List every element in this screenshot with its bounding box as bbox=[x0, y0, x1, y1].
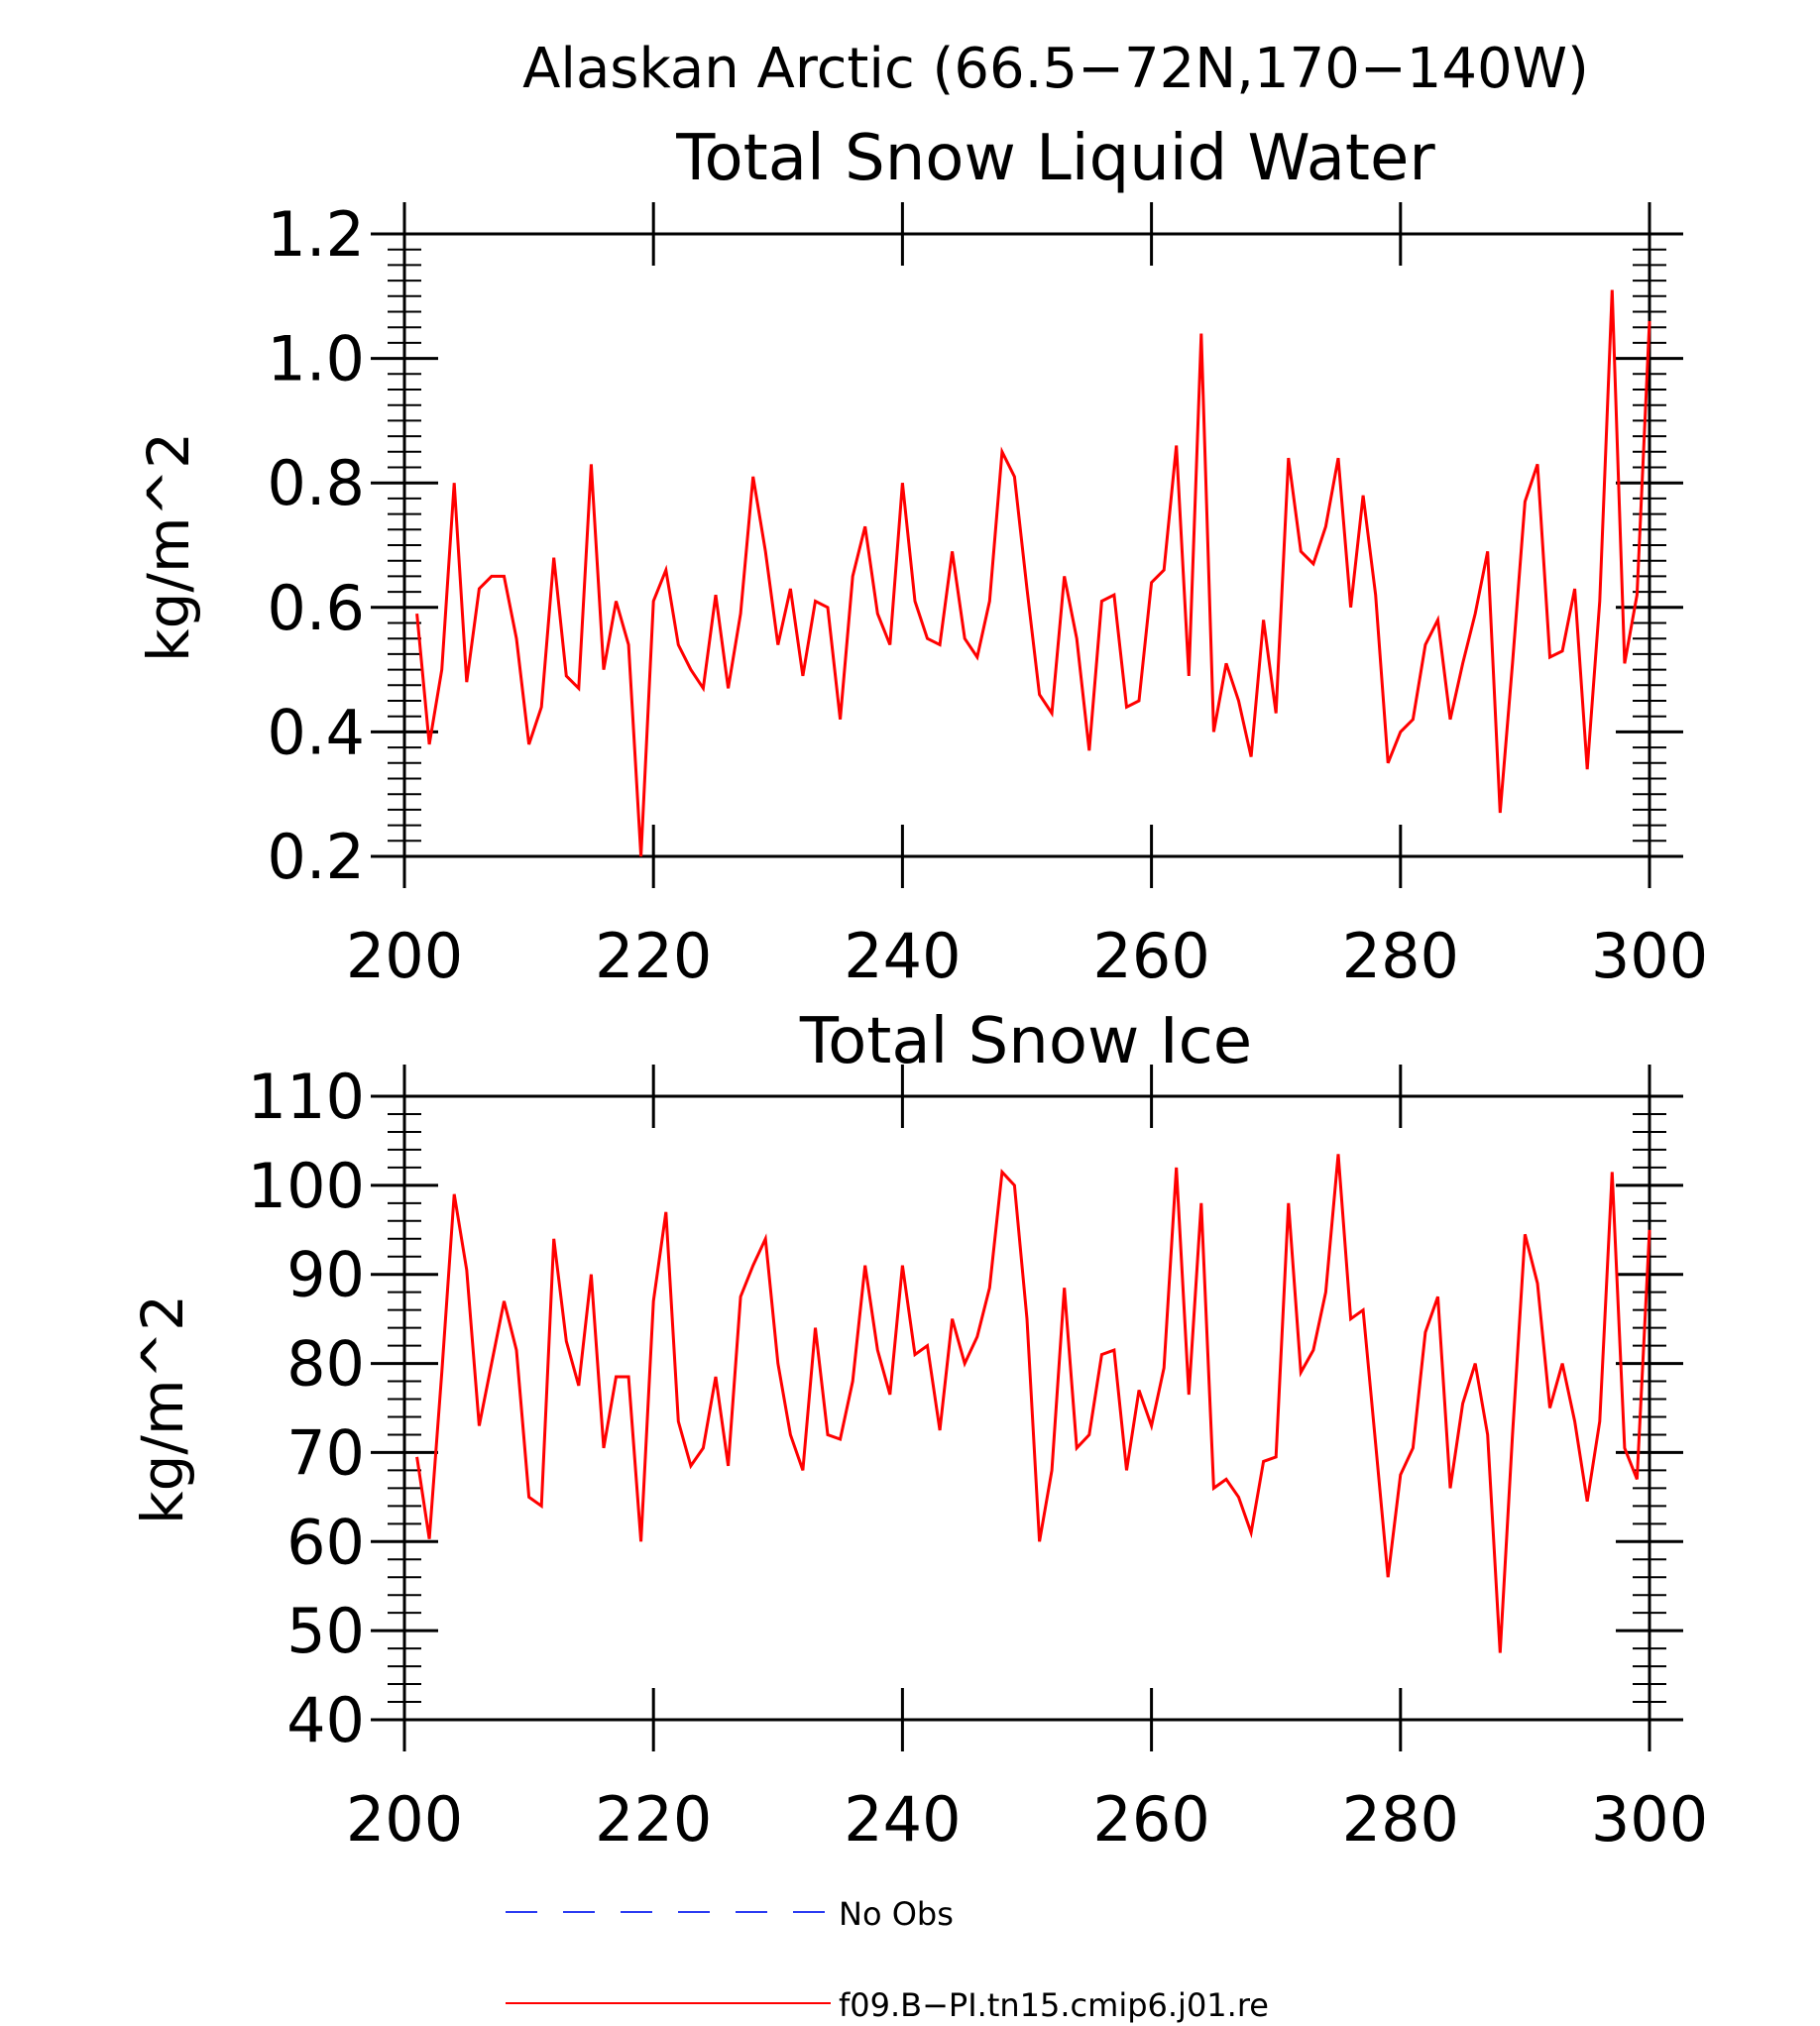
x-tick-label: 260 bbox=[1092, 1783, 1209, 1856]
legend-label-model: f09.B−PI.tn15.cmip6.j01.re bbox=[839, 1986, 1269, 2024]
y-tick-label: 1.2 bbox=[267, 198, 365, 271]
chart-title: Total Snow Liquid Water bbox=[675, 122, 1435, 195]
y-tick-label: 110 bbox=[248, 1061, 365, 1133]
y-tick-label: 60 bbox=[286, 1506, 365, 1578]
series-line bbox=[415, 1154, 1651, 1653]
y-axis-label: kg/m^2 bbox=[135, 432, 202, 662]
plot-frame bbox=[402, 232, 1651, 858]
x-tick-label: 260 bbox=[1092, 920, 1209, 992]
x-tick-label: 240 bbox=[844, 920, 961, 992]
y-tick-label: 40 bbox=[286, 1684, 365, 1756]
chart-snow-ice: Total Snow Ice kg/m^2 40 50 60 70 80 90 100 110… bbox=[129, 1005, 1708, 1856]
x-tick-label: 300 bbox=[1591, 1783, 1708, 1856]
x-tick-label: 280 bbox=[1342, 1783, 1459, 1856]
x-tick-label: 200 bbox=[346, 920, 463, 992]
figure-title: Alaskan Arctic (66.5−72N,170−140W) bbox=[522, 37, 1589, 101]
x-tick-label: 280 bbox=[1342, 920, 1459, 992]
plot-frame bbox=[402, 1094, 1651, 1722]
series-line bbox=[415, 289, 1651, 857]
x-tick-label: 300 bbox=[1591, 920, 1708, 992]
chart-liquid-water: Total Snow Liquid Water kg/m^2 0.2 0.4 0.6… bbox=[135, 122, 1708, 992]
chart-title: Total Snow Ice bbox=[799, 1005, 1252, 1078]
y-tick-label: 1.0 bbox=[267, 323, 365, 395]
y-tick-label: 80 bbox=[286, 1328, 365, 1401]
legend-label-no-obs: No Obs bbox=[839, 1895, 954, 1933]
y-tick-label: 0.4 bbox=[267, 696, 365, 768]
x-tick-label: 220 bbox=[595, 920, 712, 992]
y-tick-label: 100 bbox=[248, 1150, 365, 1222]
y-tick-label: 50 bbox=[286, 1595, 365, 1667]
legend: No Obs f09.B−PI.tn15.cmip6.j01.re bbox=[506, 1895, 1269, 2024]
y-tick-label: 70 bbox=[286, 1416, 365, 1489]
y-tick-label: 0.6 bbox=[267, 572, 365, 644]
y-axis-label: kg/m^2 bbox=[129, 1294, 196, 1524]
y-tick-label: 90 bbox=[286, 1239, 365, 1311]
y-tick-label: 0.8 bbox=[267, 447, 365, 519]
x-tick-label: 240 bbox=[844, 1783, 961, 1856]
x-tick-label: 200 bbox=[346, 1783, 463, 1856]
plot-area: 0.2 0.4 0.6 0.8 1.0 1.2 200 220 240 260 280 300 bbox=[267, 198, 1708, 992]
plot-area: 40 50 60 70 80 90 100 110 200 220 240 260 280 300 bbox=[248, 1061, 1709, 1856]
x-tick-label: 220 bbox=[595, 1783, 712, 1856]
y-tick-label: 0.2 bbox=[267, 821, 365, 893]
